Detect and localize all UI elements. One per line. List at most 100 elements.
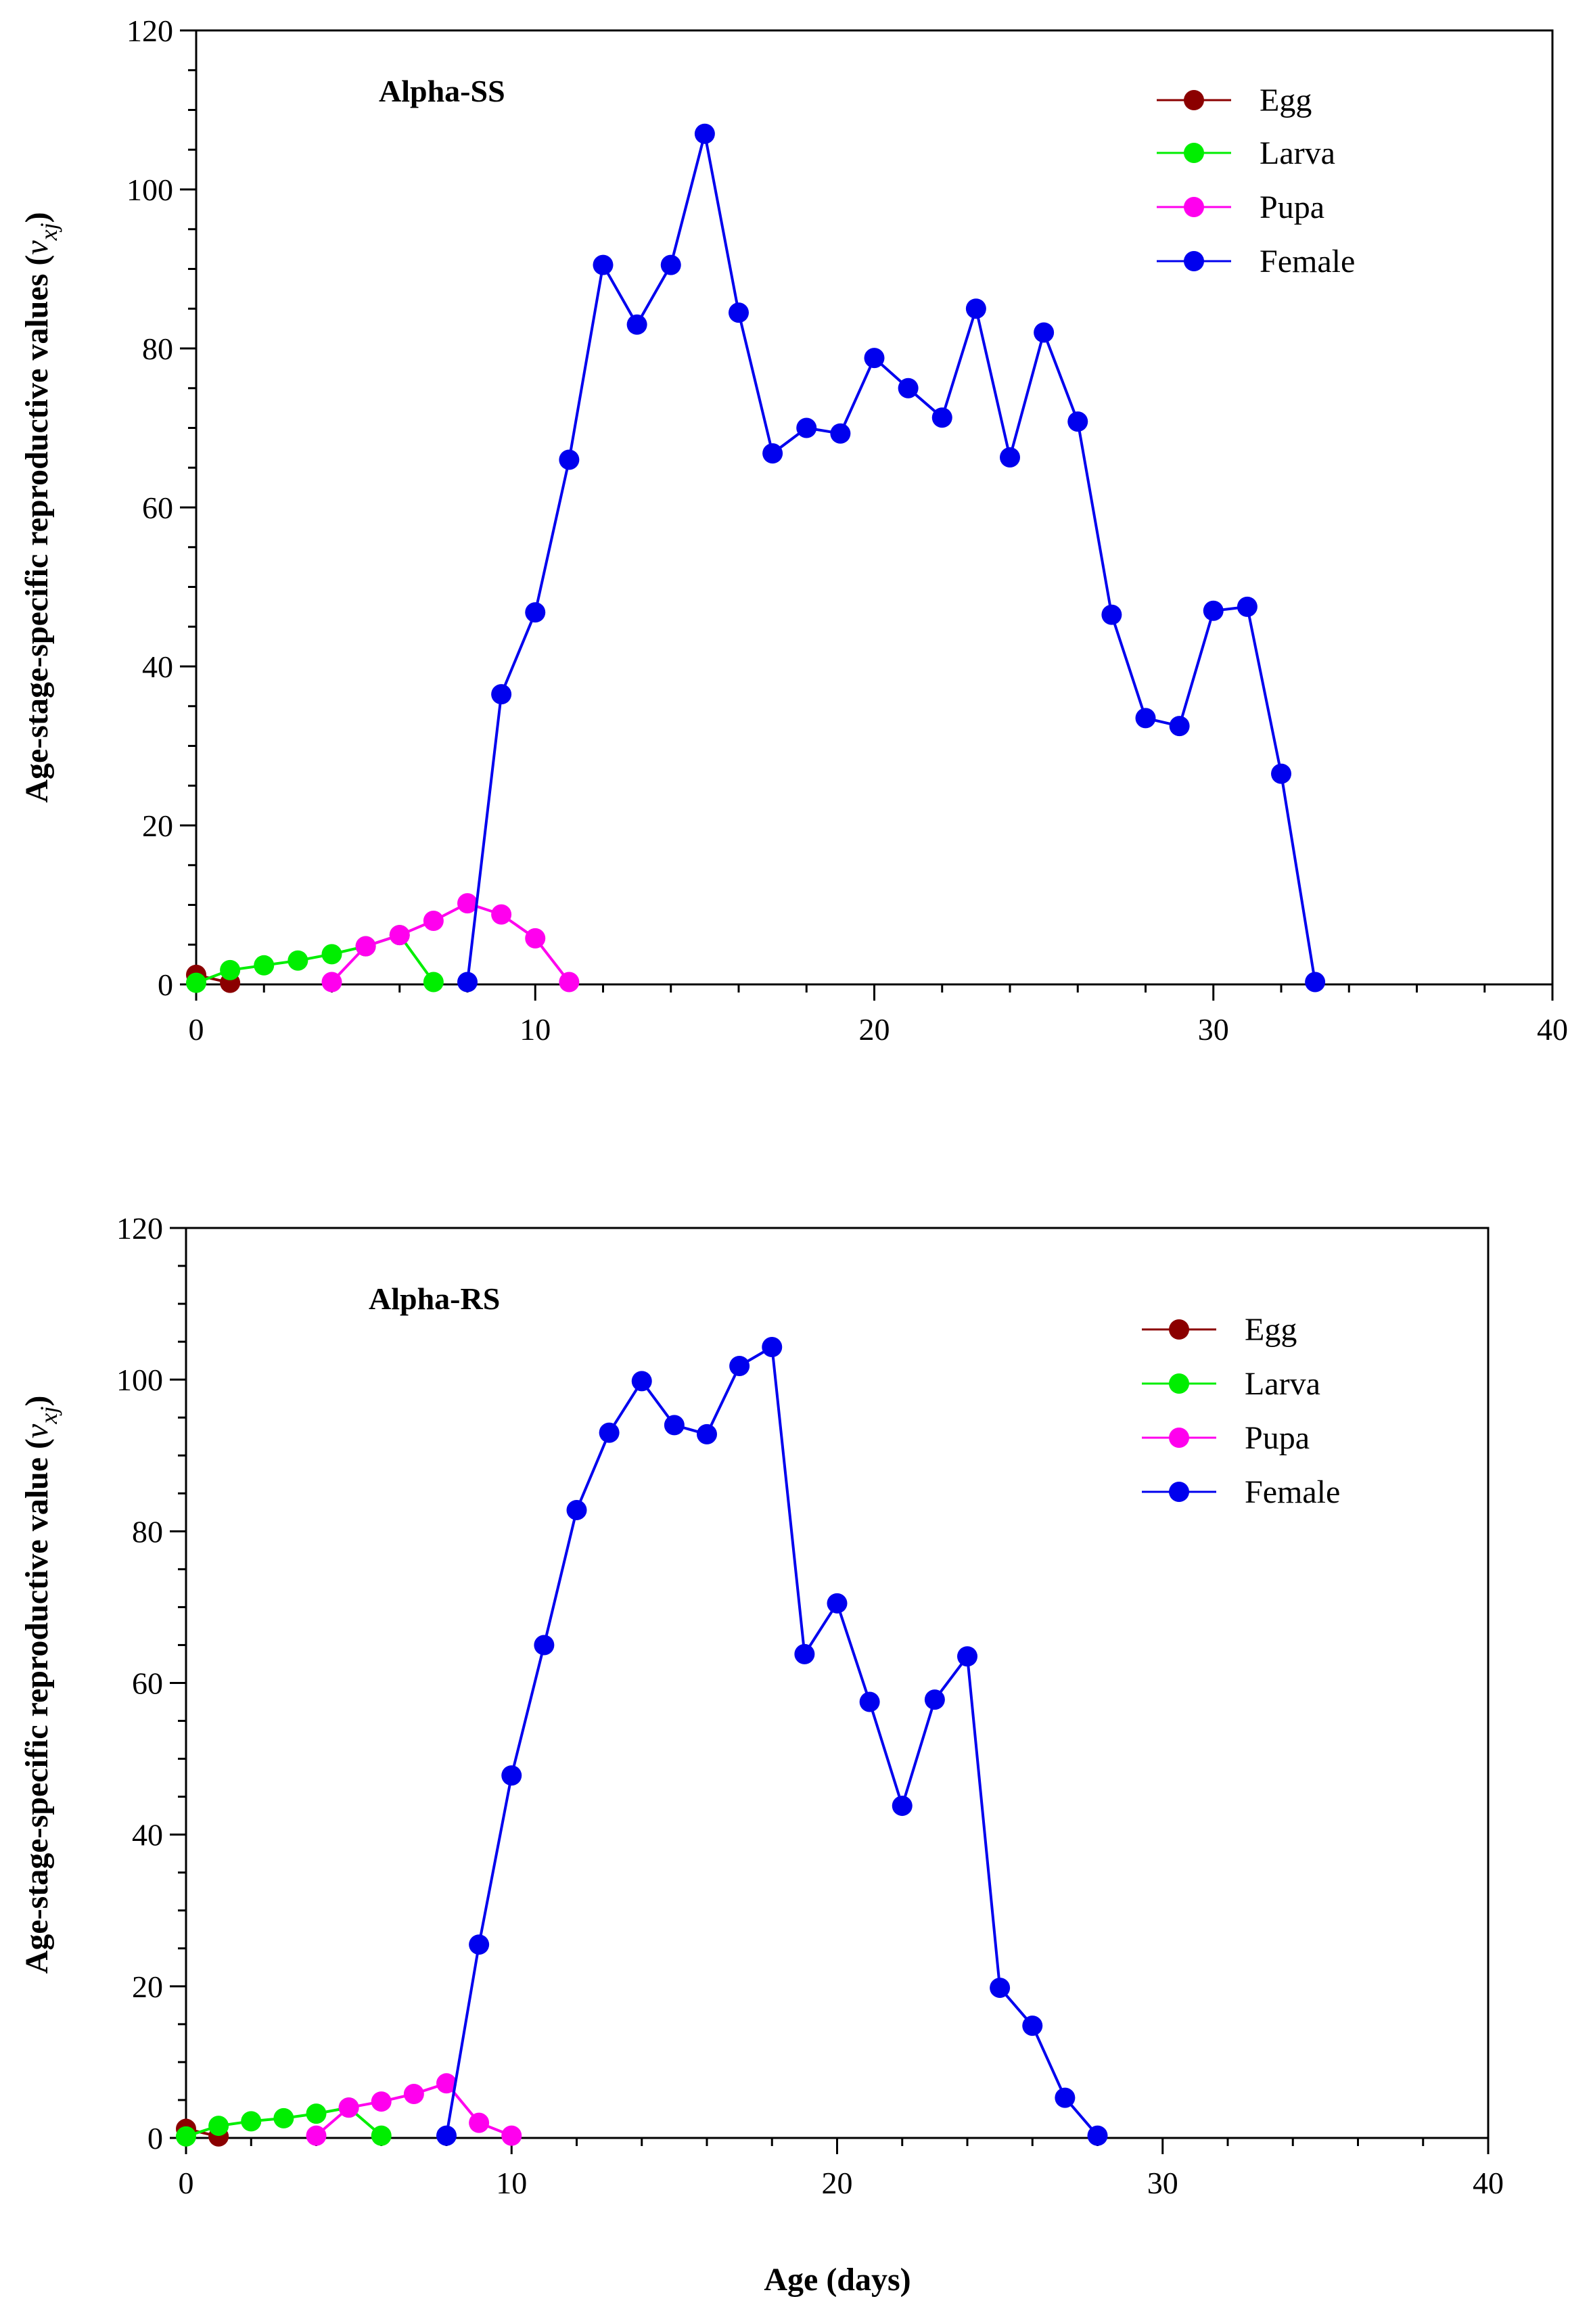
data-point-female	[626, 314, 647, 335]
data-point-female	[1271, 763, 1291, 784]
data-point-female	[796, 417, 817, 438]
chart-alpha-ss: 0 10 20 30 40 0 20 40 60 80 100 120 Alph…	[19, 14, 1568, 1047]
data-point-female	[566, 1499, 587, 1520]
data-point-female	[1034, 322, 1055, 343]
data-point-pupa	[321, 972, 342, 993]
x-tick-label: 20	[859, 1012, 890, 1047]
y-tick-label: 100	[116, 1363, 163, 1397]
y-axis-title: Age-stage-specific reproductive values (…	[19, 212, 62, 802]
data-point-female	[729, 302, 749, 323]
data-point-pupa	[436, 2073, 457, 2094]
data-point-pupa	[371, 2091, 392, 2112]
y-axis-title-text: Age-stage-specific reproductive value (	[19, 1438, 55, 1974]
data-point-female	[762, 1336, 783, 1357]
legend-label-pupa: Pupa	[1245, 1420, 1310, 1456]
data-point-female	[965, 298, 986, 319]
data-point-female	[898, 378, 919, 398]
x-tick-labels: 0 10 20 30 40	[189, 1012, 1569, 1047]
data-point-female	[593, 254, 614, 275]
data-point-female	[1237, 596, 1258, 617]
data-point-female	[957, 1646, 977, 1667]
y-tick-labels: 0 20 40 60 80 100 120	[116, 1211, 163, 2156]
data-point-pupa	[389, 925, 410, 946]
data-point-pupa	[403, 2083, 424, 2104]
legend-marker-egg	[1184, 90, 1204, 110]
data-point-female	[599, 1422, 620, 1443]
y-tick-label: 20	[132, 1969, 163, 2004]
data-point-female	[631, 1371, 652, 1392]
legend-label-female: Female	[1245, 1474, 1340, 1510]
data-point-female	[794, 1643, 815, 1664]
legend: Egg Larva Pupa Female	[1157, 83, 1355, 279]
data-point-pupa	[423, 911, 444, 931]
legend-label-larva: Larva	[1260, 135, 1335, 171]
data-point-female	[491, 684, 512, 705]
x-tick-label: 0	[189, 1012, 204, 1047]
y-tick-label: 20	[142, 808, 173, 843]
data-point-female	[830, 423, 851, 444]
y-tick-label: 120	[126, 14, 173, 48]
data-point-larva	[220, 959, 241, 980]
legend-marker-female	[1169, 1482, 1189, 1502]
data-point-pupa	[559, 972, 580, 993]
data-point-female	[931, 407, 952, 428]
y-axis-title-symbol: v	[19, 240, 55, 255]
x-tick-label: 0	[179, 2166, 194, 2200]
data-point-female	[1135, 708, 1156, 729]
data-point-female	[457, 972, 478, 993]
y-axis-title-symbol: v	[19, 1423, 55, 1438]
data-point-female	[697, 1423, 717, 1444]
y-tick-label: 40	[132, 1818, 163, 1852]
x-tick-label: 40	[1473, 2166, 1504, 2200]
data-point-pupa	[525, 928, 546, 949]
data-point-female	[864, 348, 885, 369]
legend-marker-female	[1184, 251, 1204, 271]
x-tick-label: 30	[1198, 1012, 1229, 1047]
data-point-pupa	[355, 936, 376, 957]
data-point-female	[859, 1691, 880, 1712]
legend-marker-larva	[1184, 143, 1204, 163]
data-point-female	[436, 2125, 457, 2146]
data-point-pupa	[491, 904, 512, 925]
data-point-larva	[241, 2111, 262, 2132]
data-point-larva	[273, 2107, 294, 2128]
data-point-female	[534, 1635, 555, 1656]
data-point-female	[664, 1415, 685, 1436]
legend-marker-pupa	[1169, 1428, 1189, 1448]
y-tick-label: 0	[158, 967, 173, 1002]
data-point-female	[1203, 600, 1224, 621]
data-point-female	[1087, 2125, 1108, 2146]
x-tick-label: 10	[496, 2166, 527, 2200]
y-tick-label: 0	[147, 2121, 163, 2156]
legend-label-female: Female	[1260, 244, 1355, 279]
y-axis-title-text: Age-stage-specific reproductive values (	[19, 255, 55, 803]
y-axis-title-subscript: xj	[35, 1407, 62, 1425]
data-point-female	[892, 1796, 913, 1817]
data-point-pupa	[306, 2125, 327, 2146]
data-point-larva	[186, 972, 206, 993]
y-tick-label: 60	[132, 1666, 163, 1701]
y-axis-title-close: )	[19, 212, 55, 223]
y-tick-label: 60	[142, 491, 173, 525]
data-point-larva	[287, 950, 308, 971]
data-point-pupa	[457, 893, 478, 914]
data-point-pupa	[338, 2097, 359, 2118]
data-point-female	[525, 602, 546, 623]
y-axis-title-subscript: xj	[35, 223, 62, 241]
x-tick-labels: 0 10 20 30 40	[179, 2166, 1504, 2200]
data-point-female	[694, 123, 715, 144]
legend-label-egg: Egg	[1260, 83, 1312, 118]
y-tick-label: 80	[142, 332, 173, 366]
data-point-pupa	[469, 2112, 490, 2133]
legend-marker-pupa	[1184, 197, 1204, 217]
y-axis-title: Age-stage-specific reproductive value (v…	[19, 1396, 62, 1974]
x-tick-label: 20	[822, 2166, 853, 2200]
y-axis-title-close: )	[19, 1396, 55, 1407]
x-tick-label: 40	[1537, 1012, 1568, 1047]
y-tick-label: 120	[116, 1211, 163, 1246]
data-point-female	[501, 1765, 522, 1786]
x-axis-title: Age (days)	[764, 2262, 910, 2298]
x-tick-label: 10	[520, 1012, 551, 1047]
data-point-female	[660, 254, 681, 275]
